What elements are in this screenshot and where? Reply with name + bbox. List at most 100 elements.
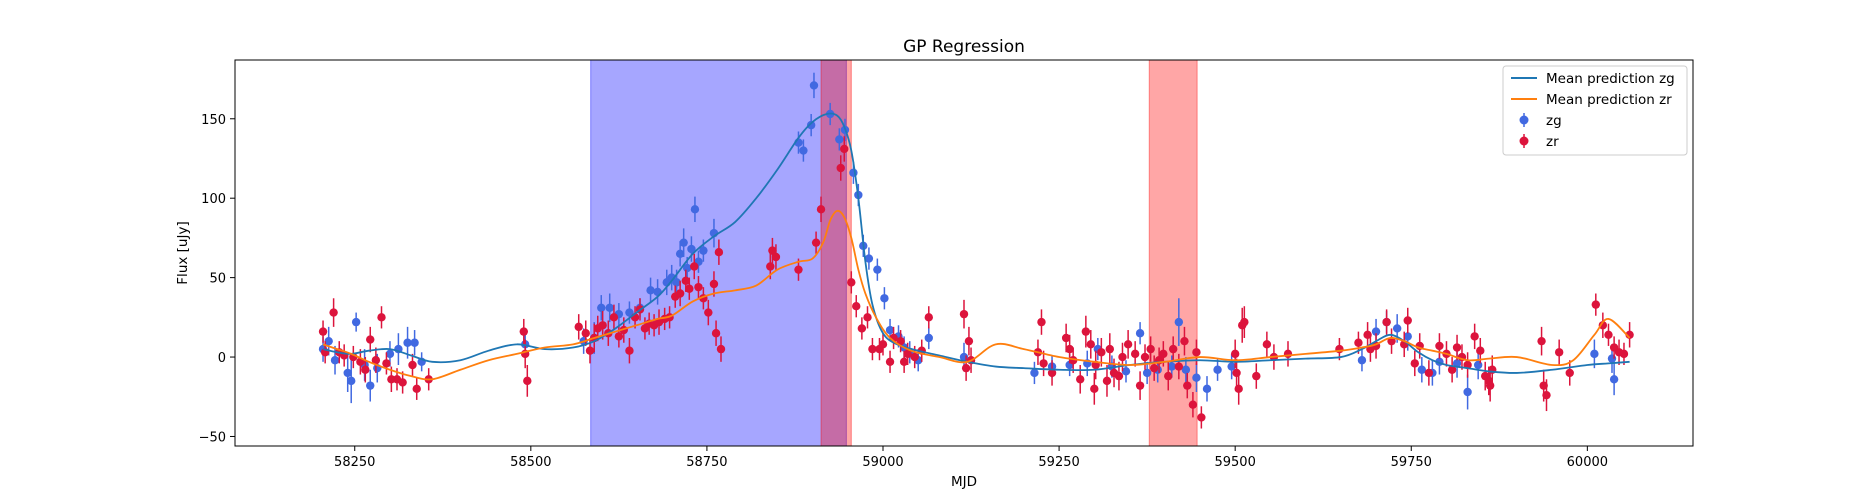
point-zr-102 (1149, 363, 1159, 373)
point-zr-146 (1537, 336, 1546, 346)
point-zg-36 (799, 146, 808, 155)
point-zr-95 (1114, 371, 1124, 381)
point-zg-27 (675, 249, 685, 258)
legend-label-mean-zg: Mean prediction zg (1546, 71, 1675, 87)
point-zr-100 (1140, 352, 1150, 362)
point-zr-43 (685, 284, 694, 293)
point-zr-44 (690, 262, 699, 271)
point-zr-150 (1565, 368, 1574, 378)
point-zr-54 (771, 252, 781, 262)
point-zr-149 (1554, 348, 1564, 357)
point-zr-131 (1410, 359, 1419, 368)
point-zg-31 (690, 205, 700, 214)
legend-marker-zg (1519, 115, 1529, 125)
point-zg-61 (1121, 367, 1131, 376)
point-zg-46 (873, 265, 882, 274)
point-zr-83 (1061, 333, 1071, 343)
point-zr-20 (523, 376, 532, 386)
point-zg-4 (347, 376, 356, 386)
point-zg-67 (1181, 365, 1191, 374)
point-zr-130 (1403, 316, 1412, 325)
point-zr-63 (863, 313, 872, 322)
line-mean-prediction-zr (322, 209, 1631, 381)
point-zr-71 (903, 349, 912, 359)
point-zg-33 (699, 246, 708, 255)
point-zr-112 (1197, 413, 1206, 422)
point-zr-89 (1090, 384, 1099, 394)
point-zr-105 (1164, 371, 1173, 381)
point-zr-151 (1591, 300, 1601, 309)
legend-label-mean-zr: Mean prediction zr (1546, 92, 1672, 108)
y-tick-label-50: 50 (209, 272, 226, 287)
point-zr-61 (852, 302, 861, 311)
point-zg-68 (1192, 373, 1201, 382)
point-zr-52 (766, 262, 775, 271)
point-zr-156 (1619, 349, 1629, 359)
point-zg-38 (809, 81, 819, 90)
point-zr-77 (964, 336, 974, 346)
point-zr-80 (1037, 317, 1046, 327)
point-zg-7 (366, 381, 375, 390)
point-zg-71 (1227, 362, 1236, 371)
point-zr-96 (1118, 352, 1127, 362)
point-zg-5 (351, 317, 361, 327)
point-zr-93 (1105, 344, 1115, 354)
point-zg-47 (880, 294, 889, 303)
legend-box (1502, 65, 1688, 156)
point-zr-86 (1076, 375, 1085, 384)
point-zr-31 (625, 346, 634, 355)
point-zr-0 (318, 327, 328, 336)
point-zr-57 (816, 205, 826, 214)
point-zg-9 (385, 349, 395, 359)
point-zg-26 (672, 278, 681, 287)
point-zr-53 (768, 246, 777, 255)
y-tick-label-0: 0 (218, 351, 226, 366)
point-zr-133 (1424, 368, 1434, 378)
point-zr-104 (1159, 349, 1168, 359)
line-mean-prediction-zg (322, 112, 1630, 374)
point-zr-127 (1382, 317, 1391, 327)
point-zg-84 (1607, 354, 1617, 363)
point-zr-62 (857, 324, 867, 333)
point-zr-87 (1081, 327, 1091, 336)
point-zg-65 (1167, 362, 1176, 371)
legend-label-zr: zr (1546, 134, 1559, 150)
point-zg-75 (1392, 324, 1402, 333)
point-zr-55 (794, 265, 803, 274)
point-zg-28 (679, 238, 688, 247)
point-zr-99 (1135, 381, 1145, 390)
point-zr-113 (1230, 349, 1240, 359)
point-zr-56 (811, 238, 821, 247)
point-zg-18 (605, 303, 614, 313)
point-zr-69 (896, 336, 905, 346)
x-tick-label-59500: 59500 (1214, 455, 1255, 470)
point-zr-28 (609, 313, 619, 322)
point-zr-9 (371, 356, 381, 365)
point-zg-48 (885, 325, 895, 335)
point-zg-72 (1357, 356, 1367, 365)
point-zg-63 (1142, 368, 1152, 378)
point-zr-41 (675, 289, 685, 298)
point-zr-2 (329, 308, 338, 317)
point-zr-11 (382, 359, 391, 368)
point-zr-59 (840, 144, 849, 154)
point-zg-37 (806, 120, 816, 130)
point-zr-109 (1183, 381, 1192, 390)
point-zr-51 (716, 344, 726, 354)
point-zr-148 (1542, 390, 1551, 400)
point-zr-60 (847, 278, 856, 287)
point-zr-153 (1604, 330, 1613, 340)
point-zr-91 (1097, 348, 1106, 357)
point-zg-76 (1403, 332, 1412, 341)
point-zg-1 (324, 336, 333, 346)
point-zr-72 (910, 352, 919, 362)
axes-frame (234, 59, 1694, 447)
point-zr-119 (1262, 340, 1272, 349)
point-zg-22 (646, 286, 655, 295)
legend: Mean prediction zg Mean prediction zr zg… (1502, 65, 1688, 156)
point-zr-14 (398, 378, 407, 387)
point-zg-62 (1135, 329, 1145, 338)
point-zg-77 (1417, 365, 1427, 374)
point-zg-11 (403, 338, 412, 347)
point-zr-22 (581, 329, 590, 338)
